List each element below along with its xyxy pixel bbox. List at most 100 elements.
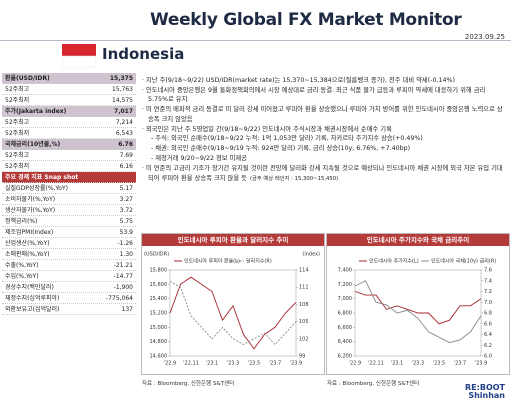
tick-label: 7,000 bbox=[338, 296, 352, 302]
tick-label: 7.4 bbox=[484, 278, 492, 284]
section-header: 국채금리(10년물,%) 6.76 bbox=[2, 139, 136, 150]
bullet: · 미 연준의 매파적 금리 동결로 미 달러 강세 이어졌고 루피아 환율 상… bbox=[142, 106, 503, 123]
cell: -775,064 bbox=[106, 295, 133, 302]
tick-label: 7.0 bbox=[484, 300, 492, 306]
cell: 52주최저 bbox=[5, 163, 30, 170]
chart-title: 인도네시아 주가지수와 국채 금리추이 bbox=[327, 234, 509, 246]
tick-label: 15,600 bbox=[150, 282, 168, 288]
tick-label: 15,000 bbox=[150, 325, 168, 331]
tick-label: 6,400 bbox=[338, 339, 352, 345]
cell: 경상수지(백만달러) bbox=[5, 284, 54, 291]
cell: 6,543 bbox=[115, 130, 133, 137]
row: 외환보유고(십억달러) 137 bbox=[2, 304, 136, 315]
row: 수출(%,YoY) -21.21 bbox=[2, 260, 136, 271]
chart: 6,200 6,400 6,600 6,800 7,000 7,200 7,400 6.0 6.… bbox=[338, 258, 497, 367]
x-tick-label: '23.9 bbox=[290, 361, 303, 367]
cell: 137 bbox=[121, 306, 133, 313]
x-tick-label: '23.3 bbox=[227, 361, 240, 367]
logo: RE:BOOT Shinhan bbox=[465, 384, 505, 400]
cell: 14,575 bbox=[112, 97, 133, 104]
series-line bbox=[354, 291, 482, 325]
row: 수입(%,YoY) -14.77 bbox=[2, 271, 136, 282]
row: 경상수지(백만달러) -1,900 bbox=[2, 282, 136, 293]
cell: 52주최고 bbox=[5, 119, 30, 126]
cell: 5.17 bbox=[119, 185, 133, 192]
sub-bullet: - 주식: 외국인 순매수(9/18~9/22 누적: 1억 1,053만 달러… bbox=[151, 135, 423, 143]
row: 소비자물가(%,YoY) 3.27 bbox=[2, 194, 136, 205]
cell: 7,017 bbox=[114, 108, 133, 115]
x-tick-label: '23.5 bbox=[248, 361, 261, 367]
x-tick-label: '23.1 bbox=[391, 361, 404, 367]
row: 52주최고 7.69 bbox=[2, 150, 136, 161]
cell: 환율(USD/IDR) bbox=[5, 75, 50, 82]
cell: 3.72 bbox=[119, 207, 133, 214]
cell: 소비자물가(%,YoY) bbox=[5, 196, 56, 203]
x-tick-label: '22.9 bbox=[164, 361, 177, 367]
bullet: · 지난 주(9/18~9/22) USD/IDR(market rate)는 … bbox=[142, 77, 455, 84]
cell: -14.77 bbox=[113, 273, 133, 280]
plot-frame bbox=[169, 269, 297, 357]
x-tick-label: '23.7 bbox=[454, 361, 467, 367]
row: 소매판매(%,YoY) 1.30 bbox=[2, 249, 136, 260]
cell: -1,900 bbox=[113, 284, 133, 291]
cell: 국채금리(10년물,%) bbox=[5, 141, 61, 148]
flag bbox=[62, 44, 96, 68]
section-header: 주요 경제 지표 Snap shot bbox=[2, 172, 136, 183]
tick-label: 6,200 bbox=[338, 354, 352, 360]
bullet: · 미 연준의 고금리 기조가 장기간 유지될 것이란 전망에 달러화 강세 지… bbox=[142, 165, 503, 182]
x-tick-label: '22.9 bbox=[349, 361, 362, 367]
cell: 산업생산(%,YoY) bbox=[5, 240, 50, 247]
chart-box: 인도네시아 루피아 환율과 달러지수 추이 (USD/IDR) (index) 14,… bbox=[141, 233, 325, 375]
tick-label: 7,200 bbox=[338, 282, 352, 288]
series-line bbox=[354, 280, 482, 344]
row: 52주최저 14,575 bbox=[2, 95, 136, 106]
row: 52주최저 6,543 bbox=[2, 128, 136, 139]
x-tick-label: '23.7 bbox=[269, 361, 282, 367]
legend-label: 인도네시아 주가지수(L) bbox=[369, 258, 419, 265]
tick-label: 111 bbox=[299, 285, 309, 291]
tick-label: 14,800 bbox=[150, 339, 168, 345]
legend-label: 인도네시아 루피아 환율(L) bbox=[184, 258, 240, 265]
row: 실질GDP성장률(%,YoY) 5.17 bbox=[2, 183, 136, 194]
title: Weekly Global FX Market Monitor bbox=[150, 10, 462, 30]
cell: -1.26 bbox=[117, 240, 133, 247]
tick-label: 6,600 bbox=[338, 325, 352, 331]
cell: 주요 경제 지표 Snap shot bbox=[5, 174, 79, 181]
tick-label: 7,400 bbox=[338, 268, 352, 274]
cell: 15,375 bbox=[109, 75, 133, 82]
row: 재정수지(십억루피아) -775,064 bbox=[2, 293, 136, 304]
tick-label: 15,400 bbox=[150, 296, 168, 302]
series-line bbox=[169, 276, 297, 350]
note: (금주 예상 레인지 : 15,300~15,450) bbox=[249, 175, 339, 182]
chart-box: 인도네시아 주가지수와 국채 금리추이 6,200 6,400 6,600 6,800 7… bbox=[326, 233, 510, 375]
row: 생산자물가(%,YoY) 3.72 bbox=[2, 205, 136, 216]
tick-label: 114 bbox=[299, 268, 309, 274]
row: 52주최고 15,763 bbox=[2, 84, 136, 95]
cell: 재정수지(십억루피아) bbox=[5, 295, 60, 302]
country: Indonesia bbox=[102, 45, 185, 63]
tick-label: 6.6 bbox=[484, 321, 492, 327]
sub-bullet: - 재정거래 9/20~9/22 정보 미제공 bbox=[151, 155, 247, 163]
cell: 52주최고 bbox=[5, 86, 30, 93]
logo-text: RE:BOOT bbox=[465, 383, 505, 392]
tick-label: 7.6 bbox=[484, 268, 492, 274]
chart: (USD/IDR) (index) 14,600 14,800 15,000 15,200… bbox=[144, 252, 320, 367]
cell: 52주최저 bbox=[5, 130, 30, 137]
cell: 외환보유고(십억달러) bbox=[5, 306, 60, 313]
x-tick-label: '23.1 bbox=[206, 361, 219, 367]
row: 52주최저 6.16 bbox=[2, 161, 136, 172]
tick-label: 108 bbox=[299, 302, 309, 308]
divider bbox=[0, 40, 511, 41]
date: 2023.09.25 bbox=[464, 33, 505, 41]
cell: -21.21 bbox=[113, 262, 133, 269]
cell: 7.69 bbox=[119, 152, 133, 159]
cell: 53.9 bbox=[119, 229, 133, 236]
tick-label: 99 bbox=[299, 354, 305, 360]
x-tick-label: '22.11 bbox=[183, 361, 199, 367]
bullet: · 외국인은 지난 주 5영업일 간(9/18~9/22) 인도네시아 주식시장… bbox=[142, 125, 392, 133]
x-tick-label: '23.3 bbox=[412, 361, 425, 367]
cell: 제조업PMI(Index) bbox=[5, 229, 54, 236]
legend-label: 달러지수(R) bbox=[246, 258, 272, 265]
row: 52주최고 7,214 bbox=[2, 117, 136, 128]
